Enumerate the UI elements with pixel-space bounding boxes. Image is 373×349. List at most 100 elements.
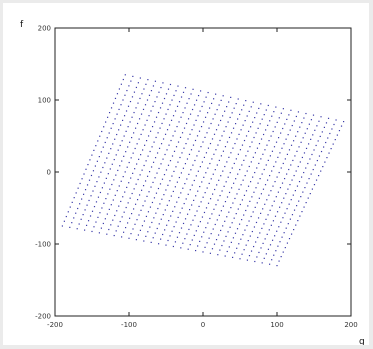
data-point — [208, 237, 210, 239]
data-point — [130, 177, 132, 179]
data-point — [262, 242, 264, 245]
data-point — [152, 85, 155, 87]
data-point — [271, 115, 273, 117]
data-point — [149, 226, 151, 228]
data-point — [162, 233, 164, 236]
data-point — [147, 211, 150, 213]
data-point — [269, 174, 271, 177]
data-point — [174, 206, 176, 208]
data-point — [158, 167, 160, 170]
data-point — [126, 166, 128, 168]
data-point — [257, 236, 259, 239]
data-point — [241, 144, 244, 146]
data-point — [152, 161, 155, 163]
data-point — [173, 94, 175, 97]
data-point — [214, 188, 216, 191]
data-point — [228, 136, 231, 139]
data-point — [79, 203, 81, 205]
data-point — [216, 219, 218, 221]
data-point — [244, 175, 246, 177]
data-point — [182, 187, 184, 189]
data-point — [114, 118, 116, 120]
data-point — [266, 144, 268, 146]
data-point — [308, 177, 310, 180]
data-point — [217, 234, 220, 236]
data-point — [161, 178, 164, 180]
data-point — [222, 170, 224, 172]
data-point — [325, 122, 328, 124]
data-point — [185, 122, 188, 125]
data-point — [220, 155, 222, 157]
x-tick-label: 0 — [201, 321, 205, 329]
data-point — [107, 193, 109, 195]
data-point — [96, 181, 98, 183]
data-point — [143, 220, 146, 222]
data-point — [230, 241, 232, 243]
data-point — [69, 226, 71, 228]
data-point — [109, 188, 111, 190]
data-point — [105, 177, 107, 179]
data-point — [97, 140, 99, 142]
data-point — [290, 233, 293, 235]
data-point — [280, 112, 282, 114]
data-point — [302, 137, 304, 139]
data-point — [123, 231, 125, 233]
data-point — [315, 144, 317, 147]
data-point — [204, 192, 206, 194]
data-point — [195, 249, 197, 252]
data-point — [178, 101, 181, 103]
data-point — [168, 124, 171, 126]
data-point — [295, 115, 297, 118]
data-point — [109, 168, 111, 170]
data-point — [223, 240, 225, 242]
data-point — [336, 134, 338, 136]
data-point — [198, 150, 200, 152]
data-point — [313, 149, 315, 151]
data-point — [264, 238, 266, 240]
data-point — [295, 170, 297, 172]
data-point — [267, 124, 269, 126]
data-point — [285, 227, 287, 229]
data-point — [198, 205, 200, 208]
data-point — [216, 164, 218, 166]
data-point — [302, 191, 304, 193]
data-point — [120, 104, 122, 106]
data-point — [138, 118, 141, 120]
data-point — [113, 234, 115, 237]
data-point — [87, 220, 90, 222]
data-point — [209, 198, 212, 200]
data-point — [306, 128, 308, 130]
data-point — [293, 229, 295, 231]
data-point — [320, 170, 322, 172]
data-point — [300, 196, 302, 198]
data-point — [254, 117, 256, 119]
data-point — [95, 221, 97, 223]
data-point — [268, 229, 270, 231]
data-point — [182, 112, 184, 114]
data-point — [127, 105, 130, 107]
data-point — [279, 206, 281, 208]
data-point — [269, 120, 271, 122]
data-point — [245, 155, 247, 157]
data-point — [203, 101, 205, 103]
data-point — [273, 111, 275, 113]
data-point — [182, 167, 185, 169]
data-point — [102, 146, 104, 148]
data-point — [81, 198, 83, 200]
data-point — [206, 242, 208, 244]
data-point — [288, 149, 291, 151]
data-point — [168, 220, 170, 222]
data-point — [102, 222, 104, 225]
data-point — [270, 224, 272, 226]
data-point — [213, 153, 215, 155]
data-point — [275, 106, 277, 108]
data-point — [162, 158, 164, 160]
data-point — [206, 132, 208, 134]
data-point — [312, 168, 314, 171]
data-point — [159, 203, 161, 205]
data-point — [182, 91, 185, 93]
data-point — [233, 107, 235, 109]
data-point — [186, 158, 189, 160]
data-point — [191, 239, 193, 241]
data-point — [184, 107, 186, 109]
